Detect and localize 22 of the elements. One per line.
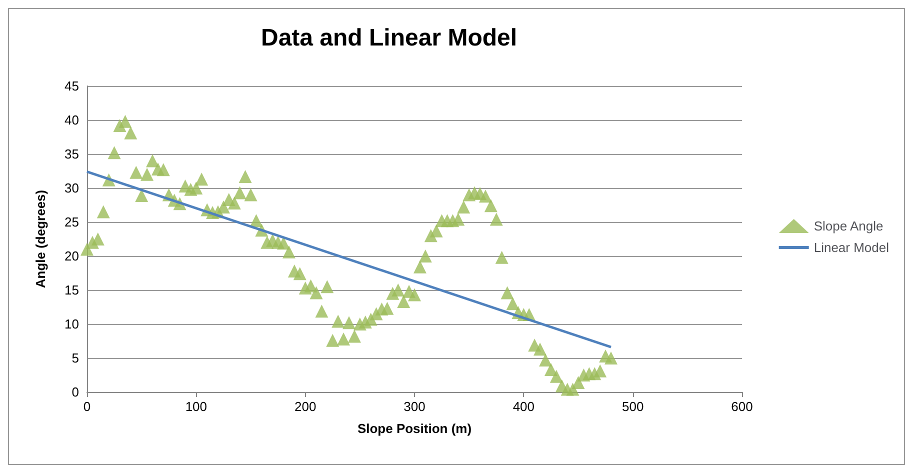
y-tick-label: 5 [72,350,79,366]
x-tick-label: 200 [294,399,316,414]
y-tick-label: 20 [64,248,79,264]
y-tick-label: 30 [64,180,79,196]
y-tick-label: 40 [64,112,79,128]
x-tick-label: 400 [512,399,535,414]
y-tick-label: 15 [64,282,79,298]
x-tick-label: 0 [83,399,91,414]
x-tick-label: 600 [731,399,753,414]
x-tick-label: 500 [622,399,644,414]
x-tick-label: 100 [185,399,208,414]
legend-label: Slope Angle [814,218,884,234]
legend-label: Linear Model [814,240,890,255]
y-tick-label: 25 [64,214,79,230]
y-tick-label: 10 [64,316,79,332]
chart-title: Data and Linear Model [260,24,518,52]
y-tick-label: 35 [64,146,79,162]
y-tick-label: 0 [72,384,79,400]
y-axis-title: Angle (degrees) [33,190,48,288]
x-axis-title: Slope Position (m) [357,421,472,436]
y-tick-label: 45 [64,78,79,94]
x-tick-label: 300 [404,399,426,414]
